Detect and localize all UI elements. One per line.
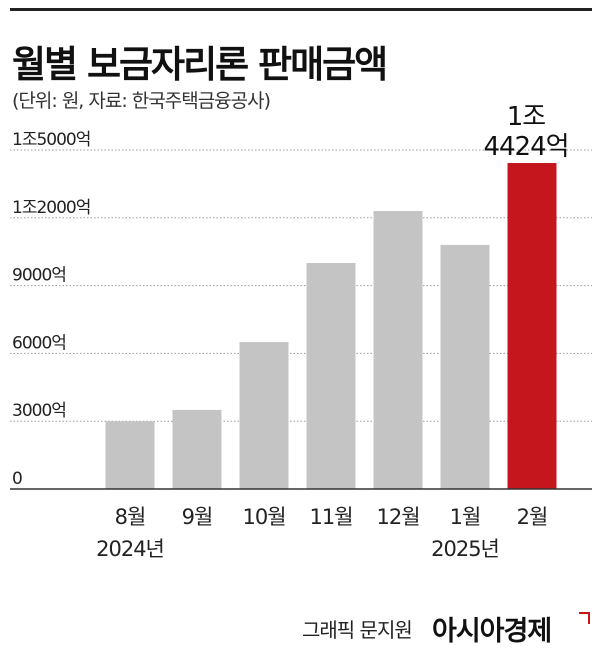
x-tick-label: 10월	[242, 505, 285, 529]
x-year-label: 2025년	[431, 537, 499, 561]
x-tick-label: 8월	[115, 505, 146, 529]
bar	[172, 409, 222, 489]
bar	[507, 163, 557, 490]
bar	[440, 244, 490, 489]
y-tick-label: 0	[12, 469, 22, 489]
y-tick-label: 1조5000억	[12, 130, 90, 150]
chart-title: 월별 보금자리론 판매금액	[12, 43, 388, 86]
brand-logo: 아시아경제	[432, 616, 552, 647]
bar	[373, 211, 423, 489]
x-tick-label: 12월	[376, 505, 419, 529]
y-tick-label: 3000억	[12, 401, 66, 421]
x-tick-label: 2월	[517, 505, 548, 529]
y-tick-label: 6000억	[12, 333, 66, 353]
bar	[239, 342, 289, 489]
bar	[306, 263, 356, 489]
bar	[105, 421, 155, 489]
x-tick-label: 11월	[309, 505, 352, 529]
data-label: 4424억	[483, 132, 568, 162]
chart-subtitle: (단위: 원, 자료: 한국주택금융공사)	[12, 90, 271, 112]
graphic-credit: 그래픽 문지원	[302, 618, 413, 642]
x-tick-label: 9월	[182, 505, 213, 529]
y-tick-label: 1조2000억	[12, 198, 90, 218]
brand-mark-icon	[579, 612, 590, 624]
x-tick-label: 1월	[450, 505, 481, 529]
top-rule	[10, 8, 592, 11]
y-tick-label: 9000억	[12, 266, 66, 286]
x-year-label: 2024년	[96, 537, 164, 561]
data-label: 1조	[507, 102, 546, 132]
